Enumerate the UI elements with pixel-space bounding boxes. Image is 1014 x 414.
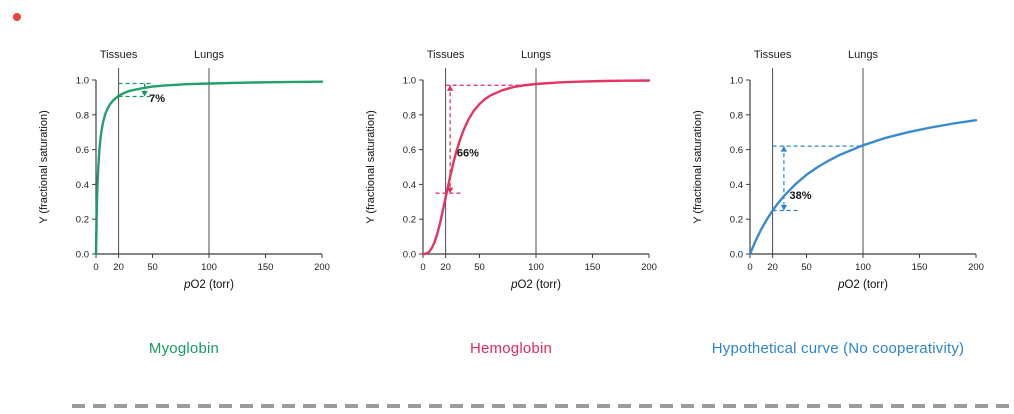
y-tick-label: 0.8 — [403, 110, 416, 121]
arrowhead-up — [446, 85, 454, 91]
annotation-percent-label: 38% — [790, 190, 812, 202]
y-tick-label: 0.2 — [730, 215, 743, 226]
y-tick-label: 0.6 — [403, 145, 416, 156]
y-tick-label: 0.0 — [730, 250, 743, 261]
x-tick-label: 0 — [420, 262, 425, 273]
hypothetical-chart: Tissues Lungs 0.0 0.2 0.4 0.6 0.8 1.0 0 20 50 100 15… — [692, 49, 984, 291]
tissues-label: Tissues — [100, 49, 138, 61]
y-tick-label: 0.6 — [76, 145, 89, 156]
x-tick-label: 50 — [147, 262, 158, 273]
x-tick-label: 50 — [801, 262, 812, 273]
x-axis-label: pO2 (torr) — [183, 279, 234, 291]
x-tick-label: 0 — [93, 262, 98, 273]
x-tick-label: 100 — [528, 262, 544, 273]
x-tick-label: 200 — [641, 262, 657, 273]
x-tick-label: 150 — [258, 262, 274, 273]
arrowhead-down — [446, 187, 454, 194]
annotation-percent-label: 66% — [457, 148, 479, 160]
y-tick-label: 0.2 — [76, 215, 89, 226]
arrowhead-down — [141, 91, 148, 97]
y-tick-label: 0.4 — [403, 180, 416, 191]
tissues-label: Tissues — [754, 49, 792, 61]
x-tick-label: 20 — [767, 262, 778, 273]
lungs-label: Lungs — [848, 49, 878, 61]
x-tick-label: 0 — [747, 262, 752, 273]
y-tick-label: 0.6 — [730, 145, 743, 156]
hypothetical-title: Hypothetical curve (No cooperativity) — [711, 340, 965, 357]
window-control-close-dot[interactable] — [13, 13, 21, 21]
myoglobin-chart: Tissues Lungs 0.0 0.2 0.4 0.6 0.8 1.0 0 20 50 100 15… — [38, 49, 330, 291]
y-tick-label: 1.0 — [730, 76, 743, 87]
arrowhead-up — [780, 146, 788, 152]
lungs-label: Lungs — [521, 49, 551, 61]
x-tick-label: 100 — [201, 262, 217, 273]
y-axis-label: Y (fractional saturation) — [38, 110, 50, 224]
y-tick-label: 1.0 — [76, 76, 89, 87]
x-tick-label: 200 — [968, 262, 984, 273]
x-tick-label: 150 — [585, 262, 601, 273]
chart-panels-row: Tissues Lungs 0.0 0.2 0.4 0.6 0.8 1.0 0 20 50 100 15… — [30, 44, 992, 357]
x-tick-label: 20 — [113, 262, 124, 273]
x-axis-label: pO2 (torr) — [510, 279, 561, 291]
myoglobin-panel: Tissues Lungs 0.0 0.2 0.4 0.6 0.8 1.0 0 20 50 100 15… — [30, 44, 338, 357]
y-tick-label: 1.0 — [403, 76, 416, 87]
hemoglobin-title: Hemoglobin — [469, 340, 553, 357]
lungs-label: Lungs — [194, 49, 224, 61]
y-tick-label: 0.0 — [403, 250, 416, 261]
annotation-percent-label: 7% — [149, 93, 165, 105]
x-axis-label: pO2 (torr) — [837, 279, 888, 291]
x-tick-label: 150 — [912, 262, 928, 273]
bottom-dashed-divider — [72, 404, 1010, 408]
hypothetical-panel: Tissues Lungs 0.0 0.2 0.4 0.6 0.8 1.0 0 20 50 100 15… — [684, 44, 992, 357]
myoglobin-title: Myoglobin — [148, 340, 220, 357]
hemoglobin-curve — [421, 79, 651, 256]
x-tick-label: 200 — [314, 262, 330, 273]
y-tick-label: 0.2 — [403, 215, 416, 226]
y-tick-label: 0.4 — [730, 180, 743, 191]
y-axis-label: Y (fractional saturation) — [365, 110, 377, 224]
x-tick-label: 20 — [440, 262, 451, 273]
arrowhead-down — [780, 205, 788, 211]
hypothetical-curve — [748, 118, 978, 256]
y-tick-label: 0.8 — [76, 110, 89, 121]
x-tick-label: 100 — [855, 262, 871, 273]
y-tick-label: 0.4 — [76, 180, 89, 191]
y-tick-label: 0.0 — [76, 250, 89, 261]
y-axis-label: Y (fractional saturation) — [692, 110, 704, 224]
myoglobin-curve — [94, 80, 324, 256]
x-tick-label: 50 — [474, 262, 485, 273]
hemoglobin-panel: Tissues Lungs 0.0 0.2 0.4 0.6 0.8 1.0 0 20 50 100 15… — [357, 44, 665, 357]
oxygen-binding-curves-figure: Tissues Lungs 0.0 0.2 0.4 0.6 0.8 1.0 0 20 50 100 15… — [30, 44, 1010, 408]
y-tick-label: 0.8 — [730, 110, 743, 121]
tissues-label: Tissues — [427, 49, 465, 61]
hemoglobin-chart: Tissues Lungs 0.0 0.2 0.4 0.6 0.8 1.0 0 20 50 100 15… — [365, 49, 657, 291]
